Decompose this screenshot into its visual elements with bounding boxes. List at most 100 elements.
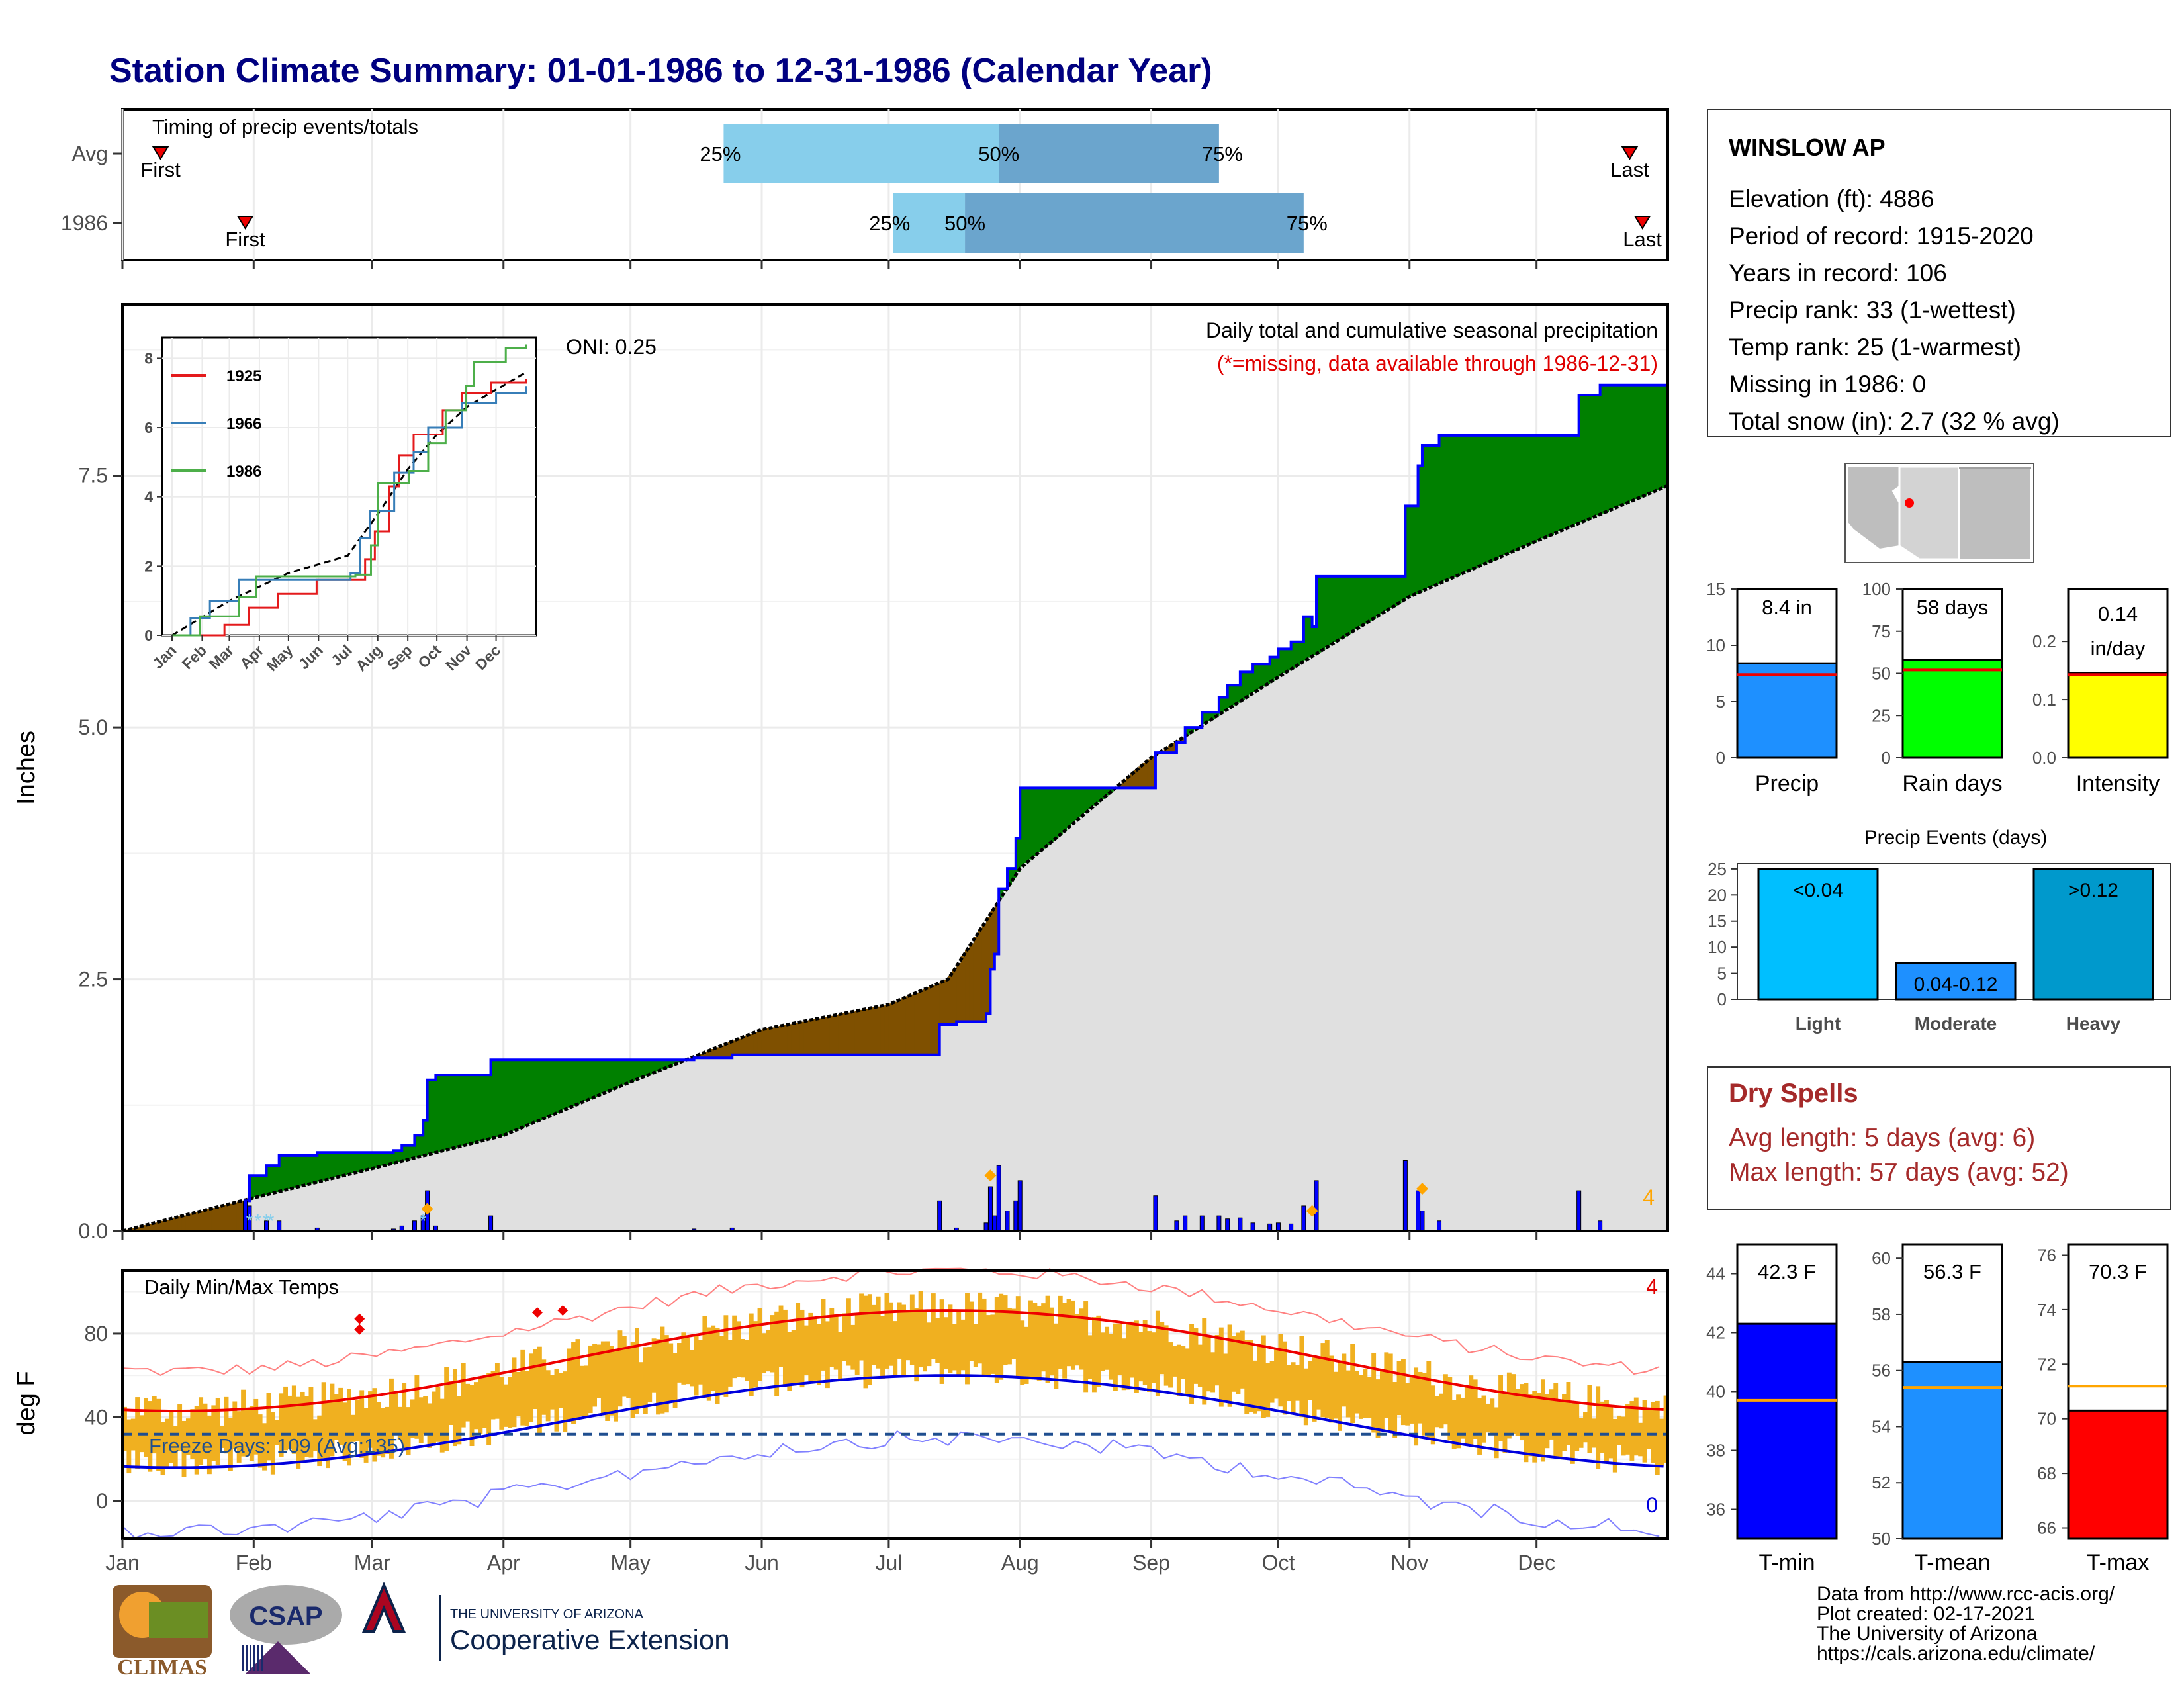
cumulative-diff-fill (308, 1156, 313, 1184)
cumulative-diff-fill (1355, 576, 1359, 629)
daily-temp-bar (1355, 1371, 1359, 1414)
daily-temp-bar (1003, 1295, 1008, 1365)
cumulative-diff-fill (1456, 435, 1461, 575)
daily-temp-bar (1117, 1324, 1122, 1375)
daily-temp-bar (1320, 1343, 1325, 1417)
cumulative-diff-fill (800, 1022, 805, 1055)
month-label: Jul (875, 1551, 902, 1575)
daily-temp-bar (711, 1326, 715, 1391)
daily-temp-bar (419, 1397, 424, 1443)
cumulative-diff-fill (1498, 435, 1503, 557)
cumulative-diff-fill (220, 1206, 224, 1231)
temp-bar (1737, 1324, 1837, 1539)
cumulative-diff-fill (1528, 435, 1533, 544)
climas-logo-land (149, 1602, 208, 1638)
daily-temp-bar (647, 1347, 652, 1402)
cumulative-diff-fill (300, 1156, 305, 1186)
daily-temp-bar (1600, 1402, 1605, 1453)
cumulative-diff-fill (940, 982, 944, 1025)
csap-logo-text: CSAP (249, 1602, 322, 1631)
events-ytick: 10 (1707, 937, 1727, 957)
cumulative-diff-fill (419, 1135, 424, 1156)
cumulative-diff-fill (1516, 435, 1520, 549)
daily-temp-bar (1338, 1361, 1342, 1431)
cumulative-diff-fill (956, 963, 961, 1022)
cumulative-diff-fill (1376, 576, 1381, 616)
temp-bar-ytick: 56 (1872, 1361, 1891, 1381)
daily-temp-bar (859, 1293, 864, 1360)
dry-title: Dry Spells (1729, 1079, 1858, 1108)
daily-temp-bar (457, 1396, 461, 1445)
month-label: Dec (1518, 1551, 1555, 1575)
freeze-days-label: Freeze Days: 109 (Avg:135) (149, 1434, 405, 1457)
daily-temp-bar (1503, 1393, 1508, 1453)
summary-bar-value: 8.4 in (1762, 596, 1812, 619)
daily-temp-bar (1105, 1327, 1109, 1370)
daily-temp-bar (1067, 1299, 1071, 1366)
cumulative-diff-fill (1397, 576, 1402, 603)
daily-temp-bar (1405, 1383, 1410, 1426)
ua-small-text: THE UNIVERSITY OF ARIZONA (450, 1607, 644, 1622)
daily-temp-bar (1456, 1394, 1461, 1448)
cumulative-diff-fill (1520, 435, 1524, 548)
daily-temp-bar (541, 1359, 546, 1414)
cumulative-diff-fill (601, 1060, 606, 1093)
cumulative-diff-fill (190, 1213, 195, 1231)
daily-temp-bar (537, 1347, 542, 1433)
month-label: May (610, 1551, 650, 1575)
summary-bar-value-unit: in/day (2091, 637, 2146, 660)
daily-temp-bar (1287, 1365, 1291, 1401)
cumulative-diff-fill (351, 1152, 355, 1173)
station-location-dot (1905, 498, 1914, 508)
cumulative-diff-fill (1320, 576, 1325, 650)
temp-bar-ytick: 58 (1872, 1304, 1891, 1324)
cumulative-diff-fill (207, 1209, 212, 1231)
daily-temp-bar (868, 1294, 872, 1385)
cumulative-diff-fill (1651, 385, 1655, 492)
cumulative-diff-fill (317, 1152, 322, 1181)
cumulative-diff-fill (1257, 664, 1261, 689)
daily-temp-bar (995, 1297, 999, 1383)
daily-temp-bar (1587, 1385, 1592, 1453)
cumulative-diff-fill (203, 1210, 208, 1231)
month-label: Feb (236, 1551, 272, 1575)
cumulative-diff-fill (1629, 385, 1634, 501)
daily-temp-bar (1498, 1375, 1503, 1441)
temp-bar-label: T-max (2087, 1550, 2149, 1575)
cumulative-diff-fill (313, 1156, 318, 1183)
daily-temp-bar (774, 1312, 779, 1396)
daily-precip-bar (412, 1221, 416, 1231)
cumulative-diff-fill (296, 1156, 300, 1187)
cumulative-diff-fill (1435, 445, 1439, 584)
timing-marker-label: First (225, 228, 265, 251)
cumulative-diff-fill (432, 1080, 436, 1153)
daily-temp-bar (677, 1343, 682, 1383)
cumulative-diff-fill (435, 1075, 440, 1152)
daily-temp-bar (1583, 1412, 1588, 1442)
cumulative-diff-fill (931, 985, 936, 1055)
daily-temp-bar (1447, 1377, 1452, 1440)
cumulative-diff-fill (512, 1060, 517, 1130)
daily-temp-bar (1562, 1394, 1567, 1451)
daily-temp-bar (1164, 1325, 1169, 1385)
cumulative-diff-fill (1621, 385, 1626, 505)
cumulative-diff-fill (1041, 788, 1046, 848)
cumulative-diff-fill (1024, 788, 1029, 863)
daily-temp-bar (559, 1373, 563, 1408)
cumulative-diff-fill (1334, 576, 1338, 642)
cumulative-diff-fill (774, 1027, 779, 1054)
daily-temp-bar (813, 1318, 817, 1381)
daily-temp-bar (1490, 1398, 1494, 1434)
timing-marker-label: Last (1623, 228, 1662, 251)
cumulative-diff-fill (186, 1214, 191, 1231)
month-label: Jan (105, 1551, 140, 1575)
daily-temp-bar (668, 1344, 673, 1403)
daily-temp-bar (626, 1348, 631, 1398)
cumulative-diff-fill (952, 970, 957, 1025)
cumulative-diff-fill (872, 1007, 876, 1055)
daily-precip-bar (1226, 1219, 1230, 1231)
daily-temp-bar (787, 1332, 792, 1391)
